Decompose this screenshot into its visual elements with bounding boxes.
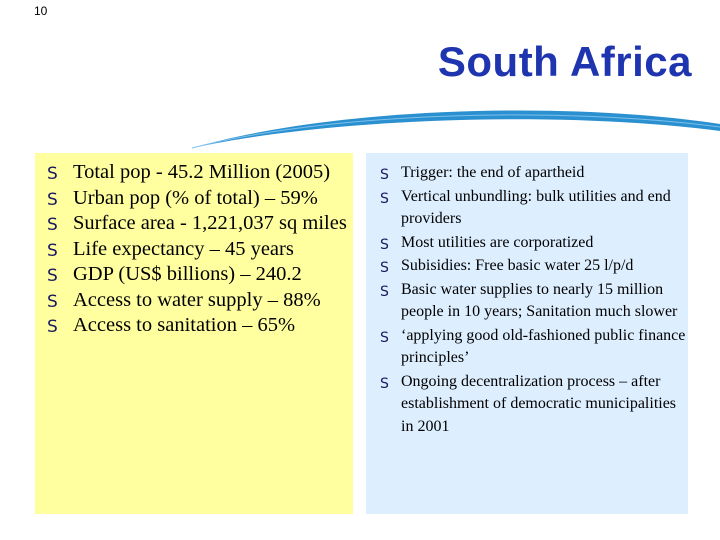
bullet-icon: S xyxy=(47,317,58,337)
bullet-icon: S xyxy=(380,167,389,183)
list-item: S Life expectancy – 45 years xyxy=(47,238,349,262)
list-item: S Ongoing decentralization process – afte… xyxy=(380,372,677,435)
list-item: S Urban pop (% of total) – 59% xyxy=(47,187,349,211)
list-item: S GDP (US$ billions) – 240.2 xyxy=(47,263,349,287)
page-title: South Africa xyxy=(437,38,692,85)
right-policy-panel: S Trigger: the end of apartheid S Vertical… xyxy=(366,153,688,514)
list-item: S Surface area - 1,221,037 sq miles xyxy=(47,212,349,236)
list-item: S ‘applying good old-fashioned public fin… xyxy=(380,326,686,367)
slide-number: 10 xyxy=(34,4,48,18)
list-item: S Vertical unbundling: bulk utilities and… xyxy=(380,187,671,228)
list-item: S Access to water supply – 88% xyxy=(47,289,349,313)
list-item: S Access to sanitation – 65% xyxy=(47,314,349,338)
bullet-icon: S xyxy=(47,291,58,312)
list-item: S Trigger: the end of apartheid xyxy=(380,162,684,185)
swoosh-decoration xyxy=(191,110,720,149)
bullet-icon: S xyxy=(47,189,58,210)
bullet-icon: S xyxy=(380,190,389,207)
bullet-icon: S xyxy=(380,283,389,300)
bullet-icon: S xyxy=(380,260,389,276)
bullet-icon: S xyxy=(380,329,389,346)
bullet-icon: S xyxy=(47,215,58,235)
left-facts-panel: S Total pop - 45.2 Million (2005) S Urban … xyxy=(35,153,353,514)
bullet-icon: S xyxy=(47,266,58,286)
list-item: S Basic water supplies to nearly 15 milli… xyxy=(380,280,678,321)
bullet-icon: S xyxy=(47,164,58,184)
list-item: S Total pop - 45.2 Million (2005) xyxy=(47,161,349,185)
list-item: S Subisidies: Free basic water 25 l/p/d xyxy=(380,255,684,278)
list-item: S Most utilities are corporatized xyxy=(380,232,684,255)
bullet-icon: S xyxy=(380,236,389,253)
bullet-icon: S xyxy=(380,375,389,392)
bullet-icon: S xyxy=(47,240,58,261)
